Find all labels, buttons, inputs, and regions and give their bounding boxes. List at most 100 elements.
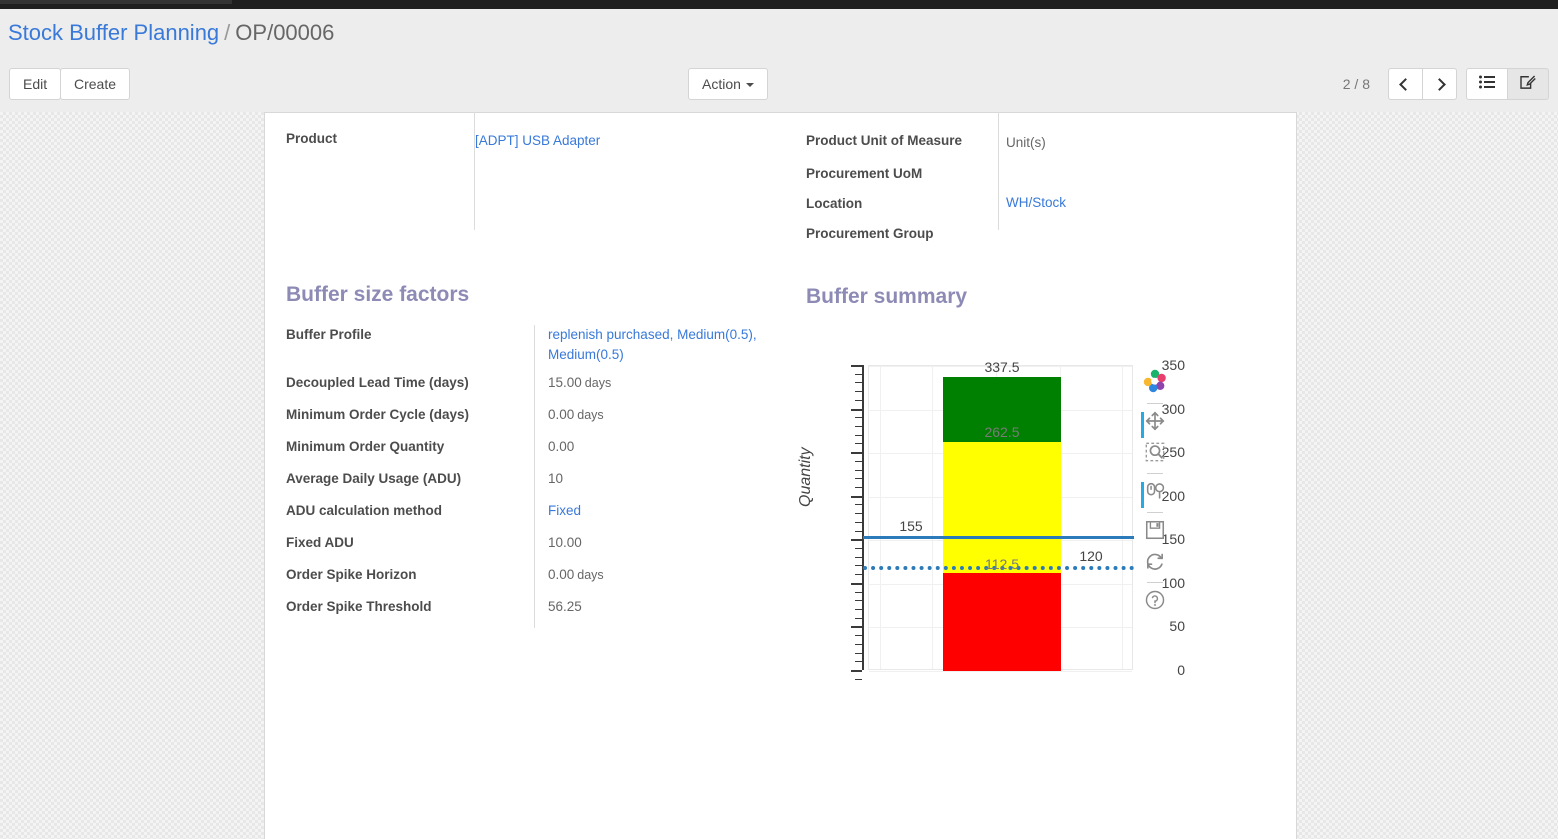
y-axis-major-tick xyxy=(851,408,862,411)
y-axis-minor-tick xyxy=(855,460,862,462)
bokeh-toolbar xyxy=(1135,369,1175,619)
y-axis-minor-tick xyxy=(855,513,862,515)
top-left-column-divider xyxy=(474,112,475,230)
toolbar-separator xyxy=(1147,581,1163,583)
field-row-average-daily-usage: Average Daily Usage (ADU) 10 xyxy=(286,469,791,501)
y-axis-minor-tick xyxy=(855,504,862,506)
save-tool-icon[interactable] xyxy=(1140,519,1170,542)
toolbar-separator xyxy=(1147,403,1163,404)
y-axis-minor-tick xyxy=(855,530,862,532)
top-right-column-divider xyxy=(998,112,999,230)
wheel-zoom-tool-icon[interactable] xyxy=(1140,480,1170,508)
y-axis-minor-tick xyxy=(855,417,862,419)
chart-y-axis-label: Quantity xyxy=(797,447,814,507)
y-axis-minor-tick xyxy=(855,426,862,427)
bar-segment-red-zone[interactable] xyxy=(943,573,1061,671)
minimum-order-cycle-unit: days xyxy=(577,408,604,422)
field-value-order-spike-horizon: 0.00 days xyxy=(548,565,798,585)
field-label-minimum-order-cycle: Minimum Order Cycle (days) xyxy=(286,407,470,422)
toolbar-separator xyxy=(1147,512,1163,513)
bokeh-logo-icon[interactable] xyxy=(1140,369,1170,393)
chart-plot-area[interactable]: 337.5 262.5 112.5 155 120 xyxy=(863,359,1134,672)
field-value-decoupled-lead-time: 15.00 days xyxy=(548,373,798,393)
field-value-location: WH/Stock xyxy=(1006,194,1066,212)
on-hand-position-line xyxy=(863,566,1134,571)
y-tick-150: 150 xyxy=(1161,531,1185,548)
field-row-decoupled-lead-time: Decoupled Lead Time (days) 15.00 days xyxy=(286,373,791,405)
buffer-size-factors-table: Buffer Profile replenish purchased, Medi… xyxy=(286,325,791,629)
field-label-location: Location xyxy=(806,196,863,211)
pager-nav-group xyxy=(1388,68,1457,100)
pager-previous-button[interactable] xyxy=(1388,68,1423,100)
box-zoom-tool-icon[interactable] xyxy=(1140,440,1170,463)
buffer-summary-chart: Quantity 350 300 250 200 150 100 50 0 xyxy=(797,325,1205,835)
y-axis-major-tick xyxy=(851,626,862,629)
edit-button[interactable]: Edit xyxy=(9,68,62,100)
minimum-order-quantity-number: 0.00 xyxy=(548,439,575,454)
help-tool-icon[interactable] xyxy=(1140,589,1170,612)
product-link[interactable]: [ADPT] USB Adapter xyxy=(475,133,601,148)
bar-segment-yellow-zone[interactable] xyxy=(943,442,1061,573)
y-axis-major-tick xyxy=(851,670,862,672)
action-dropdown-button[interactable]: Action xyxy=(688,68,768,100)
field-row-adu-calculation-method: ADU calculation method Fixed xyxy=(286,501,791,533)
y-axis-minor-tick xyxy=(855,652,862,654)
y-axis-major-tick xyxy=(851,539,862,542)
y-axis-minor-tick xyxy=(855,643,862,645)
reset-tool-icon[interactable] xyxy=(1140,549,1170,572)
chart-vertical-gridline xyxy=(1122,366,1123,669)
field-value-adu-calculation-method: Fixed xyxy=(548,501,798,521)
decoupled-lead-time-unit: days xyxy=(584,376,612,390)
field-label-buffer-profile: Buffer Profile xyxy=(286,327,372,342)
on-hand-position-label: 120 xyxy=(1079,548,1103,564)
y-tick-250: 250 xyxy=(1161,444,1185,461)
y-tick-200: 200 xyxy=(1161,487,1185,504)
location-link[interactable]: WH/Stock xyxy=(1006,195,1067,210)
pager-next-button[interactable] xyxy=(1422,68,1457,100)
field-value-order-spike-threshold: 56.25 xyxy=(548,597,798,617)
field-label-decoupled-lead-time: Decoupled Lead Time (days) xyxy=(286,375,469,390)
bar-segment-green-zone[interactable] xyxy=(943,376,1061,443)
y-axis-major-tick xyxy=(851,495,862,498)
field-label-product: Product xyxy=(286,131,338,146)
field-value-minimum-order-cycle: 0.00 days xyxy=(548,405,798,425)
y-axis-minor-tick xyxy=(855,678,862,680)
field-label-product-uom: Product Unit of Measure xyxy=(806,133,963,148)
breadcrumb-current: OP/00006 xyxy=(235,20,335,45)
order-spike-horizon-number: 0.00 xyxy=(548,567,575,582)
y-axis-minor-tick xyxy=(855,391,862,393)
form-view-button[interactable] xyxy=(1507,68,1549,100)
bokeh-plot[interactable]: Quantity 350 300 250 200 150 100 50 0 xyxy=(797,357,1185,687)
y-axis-minor-tick xyxy=(855,469,862,471)
breadcrumb-parent-link[interactable]: Stock Buffer Planning xyxy=(8,20,220,45)
field-row-buffer-profile: Buffer Profile replenish purchased, Medi… xyxy=(286,325,791,373)
minimum-order-cycle-number: 0.00 xyxy=(548,407,575,422)
list-view-icon xyxy=(1479,75,1495,89)
field-row-fixed-adu: Fixed ADU 10.00 xyxy=(286,533,791,565)
field-row-order-spike-horizon: Order Spike Horizon 0.00 days xyxy=(286,565,791,597)
field-label-fixed-adu: Fixed ADU xyxy=(286,535,354,550)
chart-horizontal-gridline xyxy=(869,671,1132,672)
navbar-active-segment xyxy=(0,0,232,4)
create-button[interactable]: Create xyxy=(60,68,131,100)
y-axis-minor-tick xyxy=(855,591,862,593)
y-axis-minor-tick xyxy=(855,617,862,619)
list-view-button[interactable] xyxy=(1466,68,1508,100)
pan-tool-icon[interactable] xyxy=(1140,410,1170,438)
view-switcher-group xyxy=(1466,68,1549,100)
field-value-minimum-order-quantity: 0.00 xyxy=(548,437,798,457)
y-axis-major-tick xyxy=(851,452,862,455)
field-row-minimum-order-quantity: Minimum Order Quantity 0.00 xyxy=(286,437,791,469)
action-dropdown-label: Action xyxy=(702,76,741,92)
pager: 2 / 8 xyxy=(1343,68,1549,100)
breadcrumb-separator: / xyxy=(224,20,231,45)
order-spike-horizon-unit: days xyxy=(577,568,604,582)
y-axis-minor-tick xyxy=(855,434,862,436)
y-axis-minor-tick xyxy=(855,574,862,576)
y-tick-350: 350 xyxy=(1161,357,1185,373)
pager-count: 2 / 8 xyxy=(1342,76,1370,92)
form-view-icon xyxy=(1520,75,1536,89)
buffer-profile-link[interactable]: replenish purchased, Medium(0.5), Medium… xyxy=(548,327,757,362)
adu-calculation-method-link[interactable]: Fixed xyxy=(548,503,582,518)
net-flow-position-line xyxy=(863,535,1134,539)
